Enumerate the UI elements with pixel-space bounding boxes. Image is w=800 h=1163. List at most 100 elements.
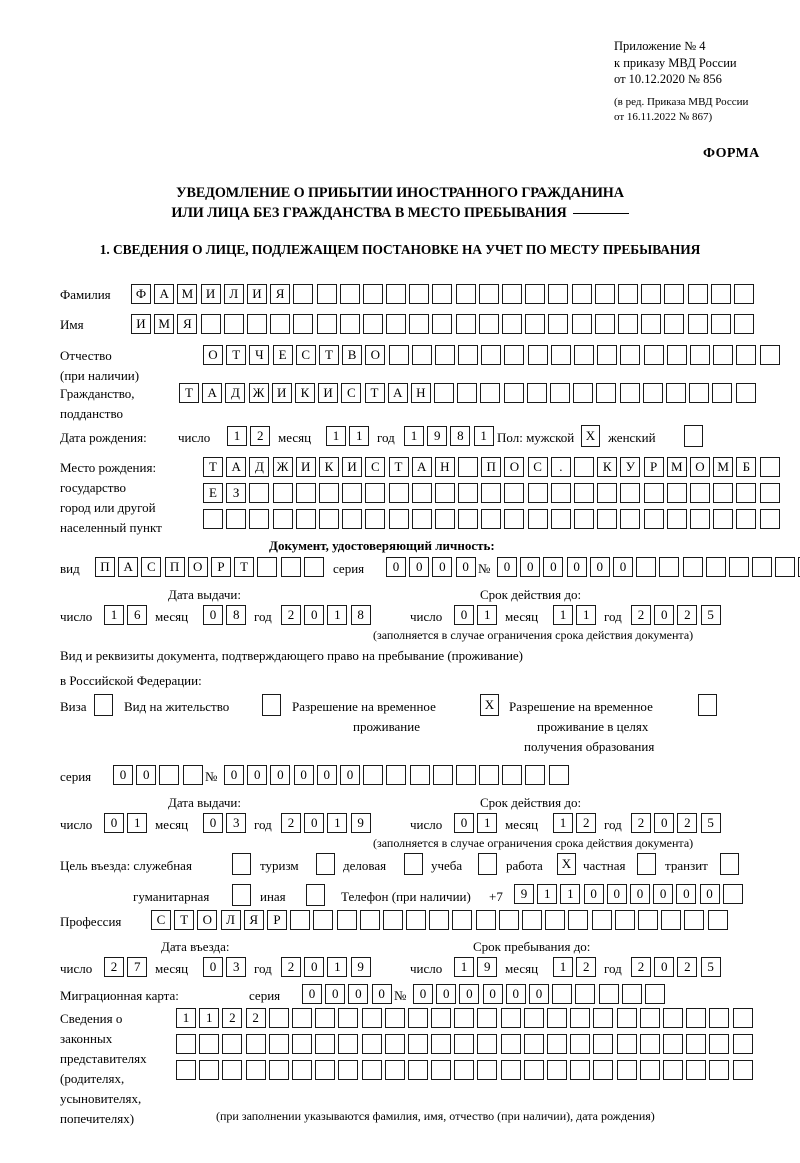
char-cell[interactable]: [458, 483, 479, 503]
char-cell[interactable]: [431, 1060, 452, 1080]
char-cell[interactable]: [597, 483, 618, 503]
char-cell[interactable]: [593, 1008, 614, 1028]
char-cell[interactable]: [458, 345, 479, 365]
char-cell[interactable]: [689, 483, 710, 503]
char-cell[interactable]: 0: [583, 884, 604, 904]
char-cell[interactable]: [643, 509, 664, 529]
char-cell[interactable]: 0: [653, 884, 674, 904]
char-cell[interactable]: 7: [127, 957, 148, 977]
char-cell[interactable]: 0: [589, 557, 610, 577]
char-cell[interactable]: 0: [409, 557, 430, 577]
char-cell[interactable]: О: [197, 910, 218, 930]
char-cell[interactable]: [735, 383, 756, 403]
char-cell[interactable]: [710, 314, 731, 334]
char-cell[interactable]: [594, 284, 615, 304]
char-cell[interactable]: [620, 345, 641, 365]
char-cell[interactable]: [245, 1060, 266, 1080]
char-cell[interactable]: 1: [199, 1008, 220, 1028]
char-cell[interactable]: Т: [179, 383, 199, 403]
char-cell[interactable]: Ф: [131, 284, 151, 304]
char-cell[interactable]: 0: [203, 813, 223, 833]
char-cell[interactable]: [666, 345, 687, 365]
char-cell[interactable]: 0: [325, 984, 346, 1004]
char-cell[interactable]: [365, 483, 386, 503]
char-cell[interactable]: .: [550, 457, 571, 477]
char-cell[interactable]: [365, 509, 386, 529]
char-cell[interactable]: 0: [505, 984, 526, 1004]
char-cell[interactable]: [338, 1034, 359, 1054]
char-cell[interactable]: И: [271, 383, 292, 403]
char-cell[interactable]: [550, 483, 571, 503]
char-cell[interactable]: 0: [654, 605, 675, 625]
char-cell[interactable]: 9: [514, 884, 534, 904]
char-cell[interactable]: 0: [528, 984, 549, 1004]
char-cell[interactable]: 1: [553, 957, 573, 977]
char-cell[interactable]: [666, 509, 687, 529]
char-cell[interactable]: [434, 383, 455, 403]
char-cell[interactable]: [407, 1008, 428, 1028]
char-cell[interactable]: 9: [350, 957, 371, 977]
char-cell[interactable]: [455, 284, 476, 304]
char-cell[interactable]: Т: [226, 345, 247, 365]
char-cell[interactable]: [665, 383, 686, 403]
char-cell[interactable]: [637, 910, 658, 930]
char-cell[interactable]: [502, 765, 523, 785]
char-cell[interactable]: 0: [304, 813, 325, 833]
char-cell[interactable]: [502, 284, 522, 304]
char-cell[interactable]: [245, 1034, 266, 1054]
char-cell[interactable]: [382, 910, 403, 930]
char-cell[interactable]: 1: [477, 605, 498, 625]
char-cell[interactable]: 1: [537, 884, 558, 904]
char-cell[interactable]: [594, 314, 615, 334]
char-cell[interactable]: 0: [454, 605, 474, 625]
char-cell[interactable]: 0: [136, 765, 157, 785]
char-cell[interactable]: 2: [104, 957, 124, 977]
residence-permit-checkbox[interactable]: [262, 694, 281, 716]
char-cell[interactable]: [407, 1034, 428, 1054]
char-cell[interactable]: [775, 557, 796, 577]
char-cell[interactable]: [620, 509, 641, 529]
char-cell[interactable]: 9: [350, 813, 371, 833]
char-cell[interactable]: [293, 314, 314, 334]
char-cell[interactable]: Т: [174, 910, 195, 930]
char-cell[interactable]: [643, 483, 664, 503]
char-cell[interactable]: [568, 910, 589, 930]
char-cell[interactable]: [687, 314, 708, 334]
char-cell[interactable]: [550, 383, 570, 403]
char-cell[interactable]: [458, 457, 479, 477]
char-cell[interactable]: [203, 509, 223, 529]
char-cell[interactable]: [303, 557, 324, 577]
birthplace-input-line-3[interactable]: [203, 509, 780, 529]
char-cell[interactable]: Я: [177, 314, 198, 334]
char-cell[interactable]: Н: [410, 383, 431, 403]
char-cell[interactable]: [597, 345, 618, 365]
char-cell[interactable]: [686, 1060, 707, 1080]
char-cell[interactable]: [268, 1060, 289, 1080]
char-cell[interactable]: И: [246, 284, 267, 304]
char-cell[interactable]: 2: [281, 957, 301, 977]
char-cell[interactable]: 9: [477, 957, 498, 977]
char-cell[interactable]: [525, 314, 546, 334]
char-cell[interactable]: Т: [388, 457, 409, 477]
char-cell[interactable]: [548, 765, 569, 785]
char-cell[interactable]: [504, 509, 525, 529]
char-cell[interactable]: [431, 1034, 452, 1054]
char-cell[interactable]: 1: [473, 426, 494, 446]
char-cell[interactable]: 1: [404, 426, 424, 446]
char-cell[interactable]: [458, 509, 479, 529]
char-cell[interactable]: К: [597, 457, 618, 477]
char-cell[interactable]: 1: [576, 605, 597, 625]
char-cell[interactable]: [709, 1034, 730, 1054]
char-cell[interactable]: [522, 910, 542, 930]
char-cell[interactable]: [434, 483, 455, 503]
char-cell[interactable]: [409, 284, 430, 304]
purpose-transit-checkbox[interactable]: [720, 853, 739, 875]
char-cell[interactable]: [709, 1008, 730, 1028]
